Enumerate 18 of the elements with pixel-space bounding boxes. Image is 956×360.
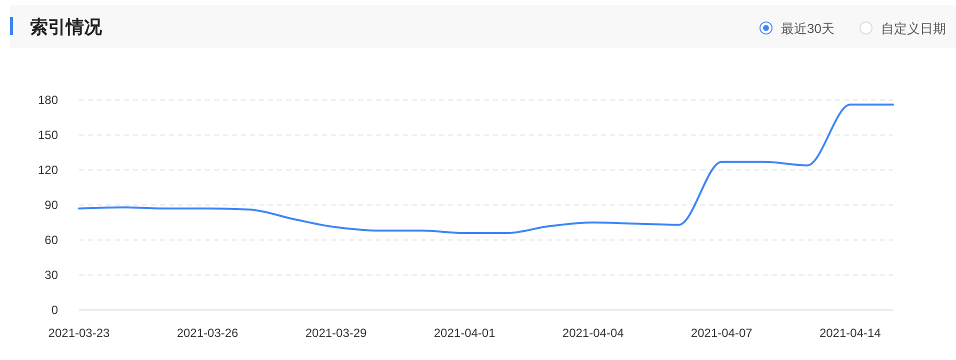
text: 最近30天 bbox=[781, 21, 834, 36]
x-tick-label: 2021-04-14 bbox=[819, 326, 882, 340]
text: 自定义日期 bbox=[881, 21, 946, 36]
x-tick-label: 2021-03-29 bbox=[305, 326, 368, 340]
x-tick-label: 2021-04-01 bbox=[434, 326, 496, 340]
chart-title: 索引情况 bbox=[30, 17, 103, 37]
x-tick-label: 2021-04-04 bbox=[562, 326, 624, 340]
y-tick-label: 180 bbox=[38, 93, 58, 107]
x-tick-label: 2021-04-07 bbox=[690, 326, 753, 340]
y-tick-label: 60 bbox=[44, 233, 58, 247]
x-tick-label: 2021-03-23 bbox=[48, 326, 110, 340]
y-tick-label: 120 bbox=[38, 163, 58, 177]
y-tick-label: 0 bbox=[51, 303, 58, 317]
y-tick-label: 150 bbox=[38, 128, 58, 142]
y-tick-label: 90 bbox=[44, 198, 58, 212]
x-tick-label: 2021-03-26 bbox=[176, 326, 239, 340]
line-series bbox=[78, 104, 894, 234]
y-tick-label: 30 bbox=[44, 268, 58, 282]
